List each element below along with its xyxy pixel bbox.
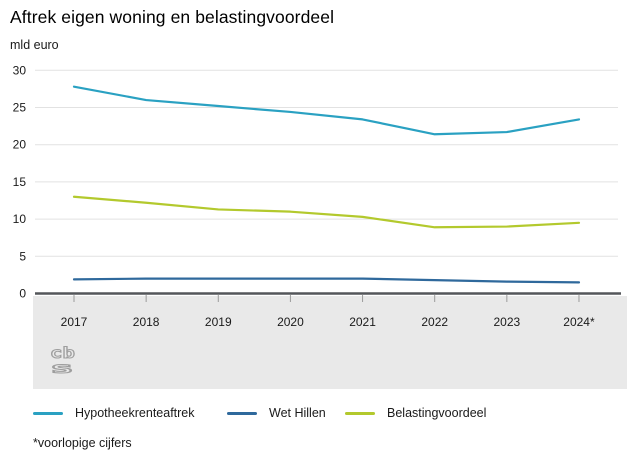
legend-swatch: [227, 411, 257, 415]
y-axis-unit-label: mld euro: [10, 38, 59, 52]
line-chart: 0 5 10 15 20 25 30 2017 2018 2019 2020 2021 2022 2023…: [13, 63, 627, 389]
chart-title: Aftrek eigen woning en belastingvoordeel: [10, 7, 335, 27]
chart-plot-area: 0 5 10 15 20 25 30 2017 2018 2019 2020 2021 2022 2023…: [0, 56, 627, 391]
legend-label: Wet Hillen: [269, 406, 326, 420]
x-tick-label: 2018: [133, 315, 160, 329]
cbs-logo-top: cb: [50, 344, 75, 362]
x-tick-label: 2019: [205, 315, 232, 329]
legend-label: Hypotheekrenteaftrek: [75, 406, 195, 420]
y-tick-label: 20: [13, 138, 27, 152]
series-line-hypotheekrenteaftrek: [72, 85, 581, 136]
x-tick-label: 2023: [493, 315, 520, 329]
legend-item-wet-hillen: Wet Hillen: [227, 404, 326, 422]
cbs-logo-bottom: s: [50, 359, 74, 377]
x-tick-label: 2017: [61, 315, 88, 329]
legend-item-hypotheekrenteaftrek: Hypotheekrenteaftrek: [33, 404, 195, 422]
x-axis-band: [33, 296, 627, 389]
cbs-logo: cb s: [50, 344, 76, 378]
series-line-wet-hillen: [72, 277, 581, 284]
x-tick-label: 2021: [349, 315, 376, 329]
series-line-belastingvoordeel: [72, 195, 581, 229]
x-tick-label: 2024*: [563, 315, 595, 329]
x-tick-label: 2022: [421, 315, 448, 329]
y-tick-label: 30: [13, 63, 27, 77]
y-tick-label: 15: [13, 175, 27, 189]
legend-swatch: [33, 411, 63, 415]
chart-legend: Hypotheekrenteaftrek Wet Hillen Belastingv…: [0, 404, 627, 424]
y-tick-label: 25: [13, 101, 27, 115]
y-tick-label: 10: [13, 212, 27, 226]
legend-swatch: [345, 411, 375, 415]
y-tick-label: 0: [19, 287, 26, 301]
x-tick-label: 2020: [277, 315, 304, 329]
y-tick-label: 5: [19, 249, 26, 263]
legend-label: Belastingvoordeel: [387, 406, 487, 420]
footnote-preliminary-figures: *voorlopige cijfers: [33, 436, 132, 450]
legend-item-belastingvoordeel: Belastingvoordeel: [345, 404, 486, 422]
